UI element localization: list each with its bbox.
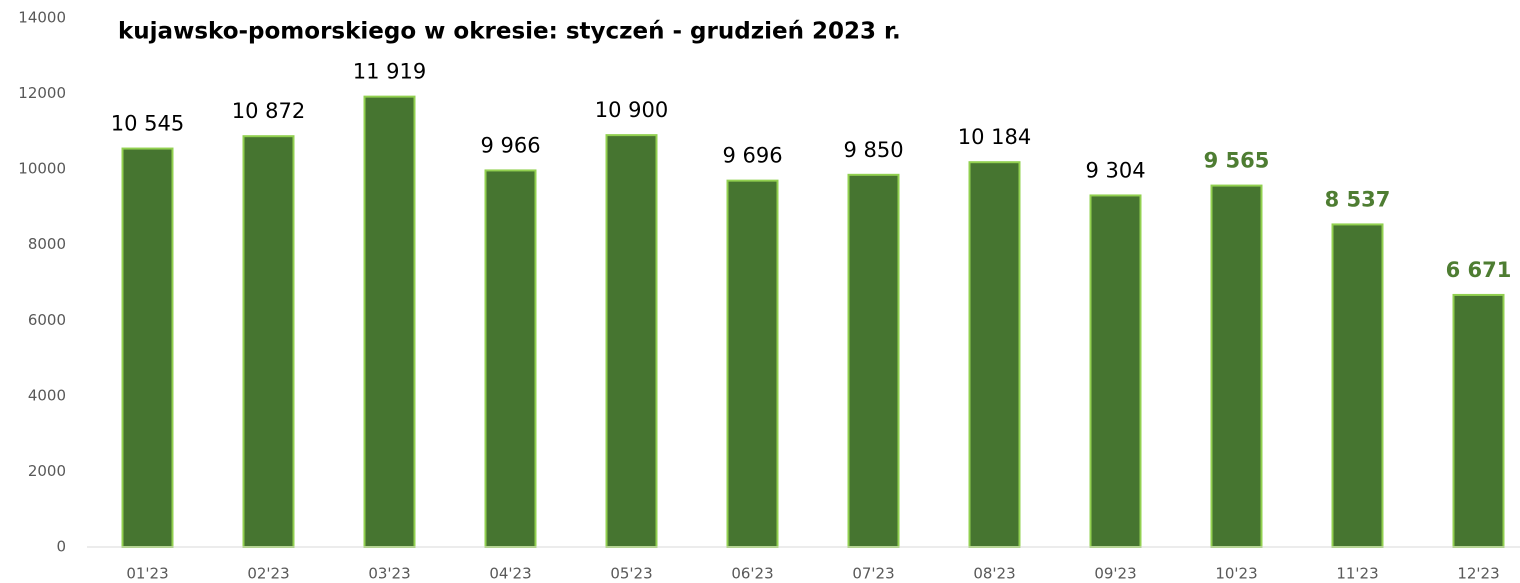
x-tick-label: 05'23: [610, 565, 652, 583]
bar: [363, 95, 416, 548]
value-label: 9 966: [480, 133, 540, 157]
value-label: 6 671: [1446, 258, 1512, 282]
x-tick-label: 12'23: [1457, 565, 1499, 583]
x-tick-label: 03'23: [368, 565, 410, 583]
x-tick-label: 07'23: [852, 565, 894, 583]
x-tick-label: 08'23: [973, 565, 1015, 583]
value-label: 9 565: [1204, 149, 1270, 173]
x-tick-label: 02'23: [247, 565, 289, 583]
value-label: 10 184: [958, 125, 1031, 149]
y-tick-label: 12000: [18, 84, 66, 102]
x-tick-label: 01'23: [126, 565, 168, 583]
bar: [242, 135, 295, 548]
x-tick-label: 06'23: [731, 565, 773, 583]
y-tick-label: 2000: [28, 462, 66, 480]
bar: [847, 173, 900, 549]
chart-title: kujawsko-pomorskiego w okresie: styczeń …: [118, 19, 901, 45]
bar: [1089, 194, 1142, 548]
value-label: 10 872: [232, 99, 305, 123]
value-label: 8 537: [1325, 187, 1391, 211]
bar: [1452, 293, 1505, 548]
bar: [605, 134, 658, 548]
bar: [968, 161, 1021, 549]
y-tick-label: 10000: [18, 160, 66, 178]
bar: [726, 179, 779, 549]
value-label: 9 696: [722, 144, 782, 168]
value-label: 9 304: [1085, 158, 1145, 182]
value-label: 11 919: [353, 60, 426, 84]
bar: [1331, 223, 1384, 548]
value-label: 10 545: [111, 112, 184, 136]
x-tick-label: 09'23: [1094, 565, 1136, 583]
bar: [1210, 184, 1263, 548]
bar: [121, 147, 174, 548]
y-tick-label: 8000: [28, 235, 66, 253]
x-tick-label: 10'23: [1215, 565, 1257, 583]
value-label: 10 900: [595, 98, 668, 122]
y-tick-label: 6000: [28, 311, 66, 329]
bar: [484, 169, 537, 548]
y-tick-label: 0: [56, 538, 66, 556]
x-tick-label: 04'23: [489, 565, 531, 583]
y-tick-label: 4000: [28, 386, 66, 404]
value-label: 9 850: [843, 138, 903, 162]
x-tick-label: 11'23: [1336, 565, 1378, 583]
y-tick-label: 14000: [18, 9, 66, 27]
